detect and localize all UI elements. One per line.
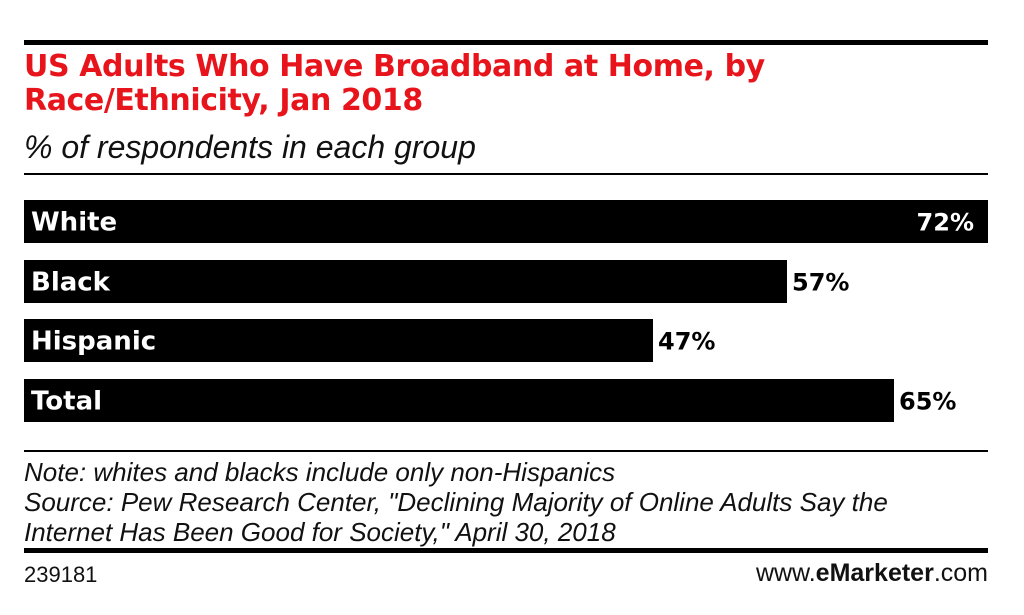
bar-white [24,200,988,243]
brand-e: e [815,559,830,587]
chart-id: 239181 [24,562,98,587]
notes-block: Note: whites and blacks include only non… [24,457,988,547]
top-rule [24,40,988,45]
notes-rule [24,450,988,452]
chart-subtitle: % of respondents in each group [24,129,476,165]
brand-suffix: .com [933,559,988,587]
source-text-line-2: Internet Has Been Good for Society," Apr… [24,517,616,547]
value-label-hispanic: 47% [658,328,715,356]
note-text: Note: whites and blacks include only non… [24,457,616,487]
subtitle-rule [24,173,988,175]
chart-title: US Adults Who Have Broadband at Home, by… [24,49,765,118]
bar-label-white: White [31,208,117,238]
brand-name: Marketer [829,559,934,587]
bar-label-total: Total [31,387,102,417]
brand-prefix: www. [755,559,816,587]
source-text-line-1: Source: Pew Research Center, "Declining … [24,487,888,517]
bar-hispanic [24,319,653,362]
bar-label-hispanic: Hispanic [31,327,156,357]
value-label-white: 72% [917,209,974,237]
bar-black [24,260,787,303]
bar-total [24,379,894,422]
bar-chart: White 72% Black 57% Hispanic 47% Total 65% [24,200,988,422]
emarketer-logo: www.eMarketer.com [756,559,988,588]
bar-label-black: Black [31,268,111,298]
value-label-black: 57% [792,269,849,297]
bottom-rule [24,548,988,553]
value-label-total: 65% [899,388,956,416]
